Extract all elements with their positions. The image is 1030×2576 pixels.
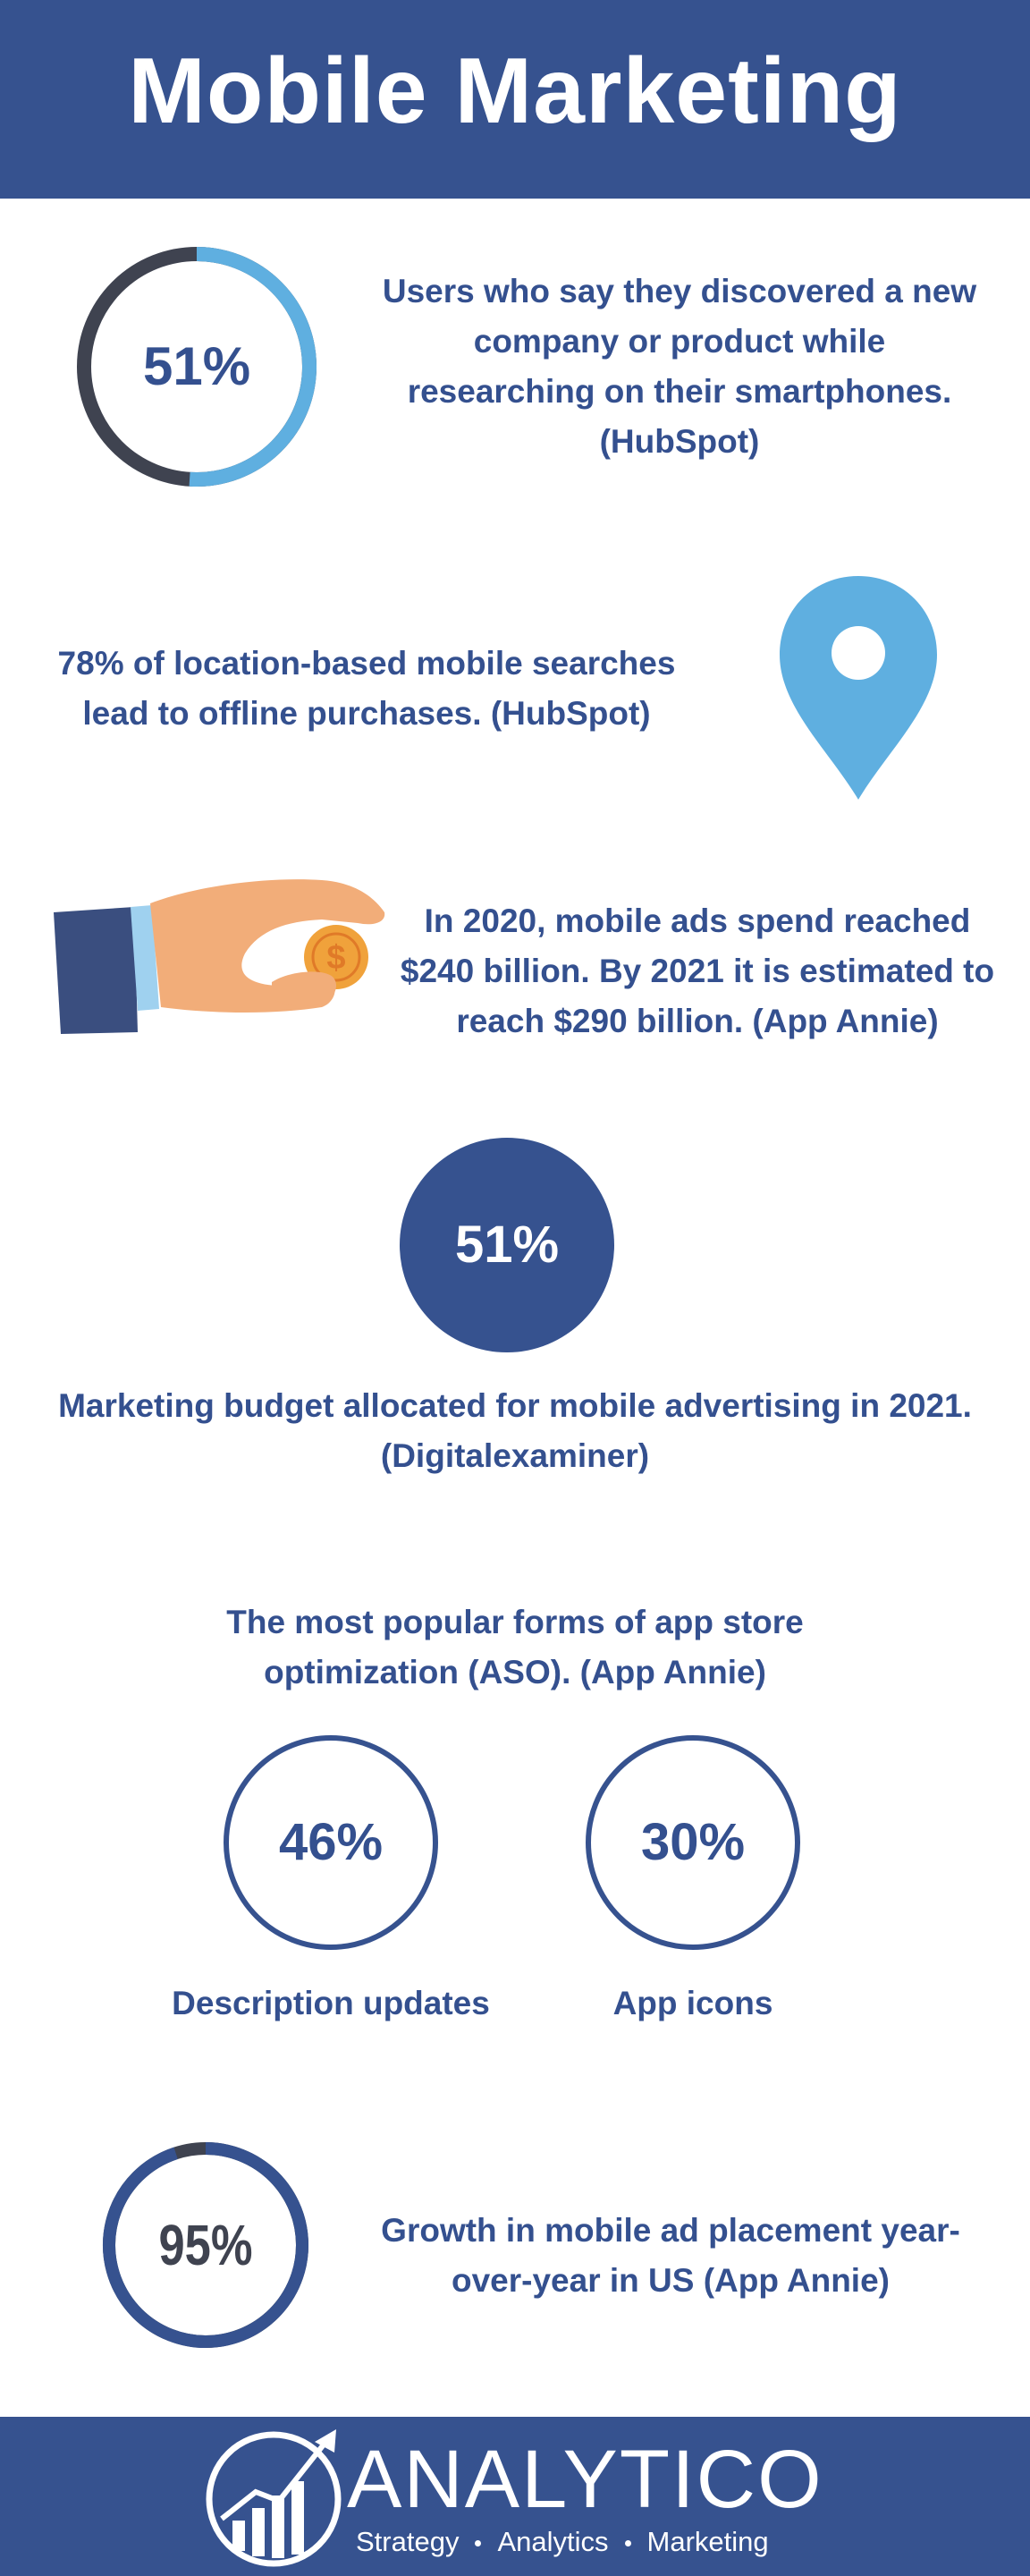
discovery-line-3: researching on their smartphones. — [407, 373, 952, 410]
budget-text: Marketing budget allocated for mobile ad… — [18, 1381, 1012, 1481]
budget-circle — [400, 1138, 614, 1352]
hand-coin-icon: $ — [54, 879, 385, 1034]
ad-spend-line-1: In 2020, mobile ads spend reached — [424, 902, 971, 939]
growth-line-1: Growth in mobile ad placement year- — [381, 2212, 960, 2249]
discovery-ring-chart — [77, 247, 317, 487]
discovery-text: Users who say they discovered a new comp… — [367, 267, 992, 467]
aso-icons-percent: 30% — [640, 1813, 746, 1871]
growth-percent: 95% — [158, 2213, 253, 2277]
svg-text:$: $ — [326, 939, 345, 977]
discovery-line-4: (HubSpot) — [599, 423, 760, 460]
header-banner — [0, 0, 1030, 199]
tagline-strategy: Strategy — [356, 2526, 460, 2557]
budget-line-1: Marketing budget allocated for mobile ad… — [58, 1387, 972, 1424]
budget-percent: 51% — [454, 1216, 560, 1274]
aso-icons-circle — [586, 1735, 800, 1950]
page-title: Mobile Marketing — [128, 39, 902, 143]
location-text: 78% of location-based mobile searches le… — [54, 639, 680, 739]
growth-text: Growth in mobile ad placement year- over… — [331, 2206, 1010, 2306]
tagline-analytics: Analytics — [497, 2526, 609, 2557]
tagline-dot — [475, 2540, 482, 2547]
discovery-percent: 51% — [142, 336, 251, 396]
aso-line-1: The most popular forms of app store — [226, 1604, 804, 1640]
discovery-ring-fill — [189, 247, 317, 487]
ad-spend-line-2: $240 billion. By 2021 it is estimated to — [400, 953, 995, 989]
tagline-marketing: Marketing — [646, 2526, 769, 2557]
aso-text: The most popular forms of app store opti… — [134, 1597, 896, 1698]
brand-tagline: Strategy Analytics Marketing — [356, 2524, 769, 2560]
aso-icons-label: App icons — [612, 1985, 773, 2021]
aso-line-2: optimization (ASO). (App Annie) — [264, 1654, 766, 1690]
location-line-2: lead to offline purchases. (HubSpot) — [82, 695, 651, 732]
tagline-dot — [624, 2540, 631, 2547]
ad-spend-line-3: reach $290 billion. (App Annie) — [456, 1003, 939, 1039]
location-pin-icon — [780, 576, 937, 800]
ad-spend-text: In 2020, mobile ads spend reached $240 b… — [376, 896, 1019, 1046]
brand-name: ANALYTICO — [347, 2434, 823, 2525]
growth-line-2: over-year in US (App Annie) — [452, 2262, 890, 2299]
budget-line-2: (Digitalexaminer) — [380, 1437, 650, 1474]
growth-ring-chart — [103, 2142, 308, 2348]
location-line-1: 78% of location-based mobile searches — [57, 645, 676, 682]
aso-description-label: Description updates — [172, 1985, 490, 2021]
aso-description-percent: 46% — [278, 1813, 384, 1871]
growth-ring-fill — [103, 2142, 308, 2348]
aso-description-circle — [224, 1735, 438, 1950]
growth-chart-logo-icon — [206, 2429, 342, 2567]
discovery-line-1: Users who say they discovered a new — [382, 273, 977, 309]
discovery-line-2: company or product while — [473, 323, 886, 360]
footer-banner — [0, 2417, 1030, 2576]
